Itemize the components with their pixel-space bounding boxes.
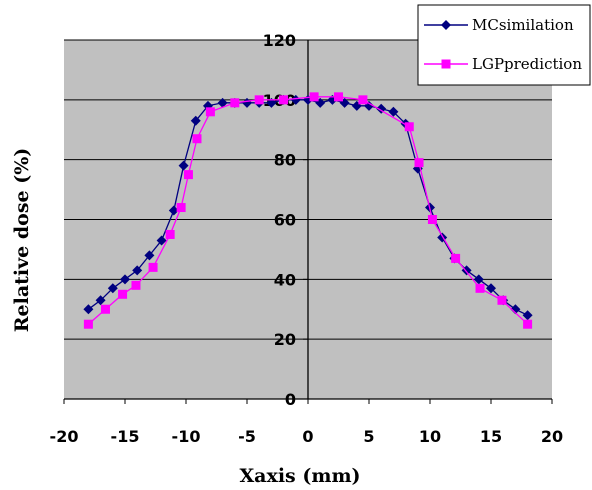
y-axis-title: Relative dose (%) bbox=[11, 148, 33, 333]
series-0-point-11 bbox=[217, 97, 228, 108]
series-0-point-9 bbox=[190, 115, 201, 126]
series-1-point-14 bbox=[334, 92, 343, 102]
y-tick-label-4: 80 bbox=[274, 151, 296, 170]
series-1-point-15 bbox=[358, 95, 368, 105]
series-0-point-1 bbox=[95, 295, 106, 306]
x-tick-label-7: 15 bbox=[480, 427, 502, 446]
x-tick-label-6: 10 bbox=[419, 427, 441, 446]
series-0-point-0 bbox=[83, 304, 94, 315]
x-tick-label-1: -15 bbox=[111, 427, 140, 446]
series-1-point-10 bbox=[230, 98, 240, 108]
series-0-point-4 bbox=[132, 265, 143, 276]
series-1-point-19 bbox=[451, 253, 461, 263]
series-0-point-33 bbox=[486, 283, 496, 294]
series-0-point-25 bbox=[388, 106, 399, 117]
series-1-point-9 bbox=[205, 107, 215, 117]
series-1-point-1 bbox=[100, 304, 110, 314]
legend-label-1: LGPprediction bbox=[472, 55, 582, 73]
series-0-point-17 bbox=[290, 94, 301, 105]
x-tick-label-0: -20 bbox=[50, 427, 79, 446]
y-tick-label-0: 0 bbox=[285, 390, 296, 409]
x-tick-label-8: 20 bbox=[541, 427, 563, 446]
series-layer bbox=[83, 92, 533, 329]
series-1-point-8 bbox=[192, 134, 202, 144]
series-1-point-6 bbox=[176, 203, 186, 213]
series-1-point-0 bbox=[83, 319, 93, 329]
series-1 bbox=[83, 92, 533, 329]
x-tick-label-5: 5 bbox=[363, 427, 374, 446]
series-1-point-16 bbox=[404, 122, 414, 132]
series-1-point-3 bbox=[131, 280, 141, 290]
y-tick-label-3: 60 bbox=[274, 211, 296, 230]
series-1-point-21 bbox=[497, 295, 507, 305]
series-0-point-5 bbox=[144, 250, 155, 261]
series-1-point-12 bbox=[279, 95, 289, 105]
legend-label-0: MCsimilation bbox=[472, 16, 574, 34]
series-0-point-7 bbox=[168, 205, 179, 216]
legend-marker-1 bbox=[441, 59, 451, 69]
series-1-point-20 bbox=[475, 283, 485, 293]
series-1-point-7 bbox=[183, 170, 193, 180]
legend-box bbox=[417, 4, 591, 86]
series-0-point-13 bbox=[242, 97, 252, 108]
series-1-point-11 bbox=[254, 95, 264, 105]
x-axis-title: Xaxis (mm) bbox=[239, 465, 360, 487]
series-0-point-35 bbox=[510, 304, 521, 315]
series-0-point-2 bbox=[107, 283, 118, 294]
series-1-point-22 bbox=[523, 319, 533, 329]
series-1-point-13 bbox=[309, 92, 319, 102]
series-1-point-17 bbox=[414, 158, 424, 168]
series-0-point-3 bbox=[120, 274, 130, 285]
series-0-point-6 bbox=[156, 235, 167, 246]
series-0-point-36 bbox=[522, 310, 533, 321]
y-tick-label-2: 40 bbox=[274, 270, 296, 289]
series-1-point-5 bbox=[165, 229, 175, 239]
legend: MCsimilation LGPprediction bbox=[417, 4, 591, 86]
y-tick-label-6: 120 bbox=[263, 31, 296, 50]
x-tick-label-4: 0 bbox=[302, 427, 313, 446]
legend-marker-0 bbox=[441, 20, 451, 30]
series-0 bbox=[83, 94, 533, 321]
series-1-point-2 bbox=[118, 289, 128, 299]
x-tick-label-2: -10 bbox=[172, 427, 201, 446]
series-1-point-4 bbox=[148, 262, 158, 272]
x-tick-label-3: -5 bbox=[238, 427, 256, 446]
series-1-point-18 bbox=[427, 215, 437, 224]
y-tick-label-1: 20 bbox=[274, 330, 296, 349]
x-tick-labels: -20 -15 -10 -5 0 5 10 15 20 bbox=[50, 427, 564, 446]
series-0-point-8 bbox=[178, 160, 189, 171]
series-0-point-32 bbox=[473, 274, 484, 285]
